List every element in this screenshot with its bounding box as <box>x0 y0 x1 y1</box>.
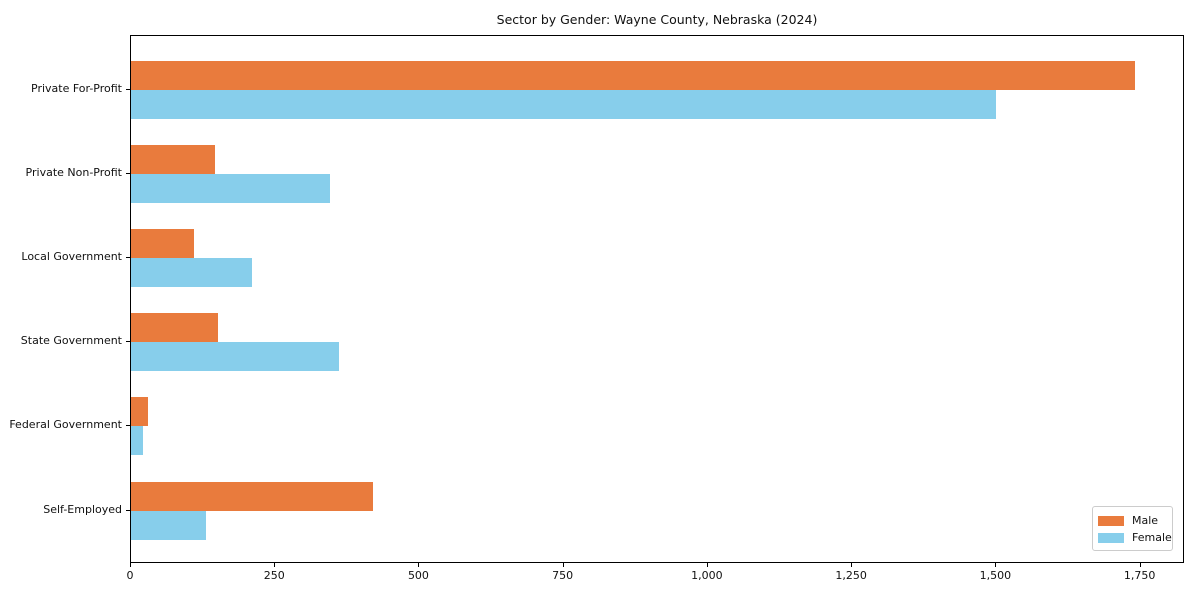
x-tick-mark <box>995 563 997 567</box>
y-tick-mark <box>126 425 130 427</box>
legend: Male Female <box>1092 506 1173 551</box>
bar-female-2 <box>131 257 253 287</box>
y-tick-mark <box>126 256 130 258</box>
y-tick-mark <box>126 172 130 174</box>
legend-label-female: Female <box>1132 531 1172 544</box>
x-tick-label: 1,750 <box>1123 569 1156 582</box>
x-tick-label: 1,250 <box>835 569 867 582</box>
bar-male-1 <box>131 144 215 174</box>
bar-female-0 <box>131 89 997 119</box>
x-tick-mark <box>851 563 853 567</box>
bar-female-1 <box>131 173 331 203</box>
x-tick-label: 750 <box>552 569 574 582</box>
x-tick-label: 250 <box>263 569 285 582</box>
chart-title: Sector by Gender: Wayne County, Nebraska… <box>496 12 818 27</box>
legend-label-male: Male <box>1132 514 1159 527</box>
x-tick-mark <box>562 563 564 567</box>
y-tick-mark <box>126 341 130 343</box>
y-tick-label: Federal Government <box>9 418 122 432</box>
x-tick-mark <box>274 563 276 567</box>
bar-male-0 <box>131 60 1135 90</box>
x-tick-mark <box>1139 563 1141 567</box>
bar-female-3 <box>131 342 339 372</box>
y-tick-label: State Government <box>20 334 122 348</box>
x-tick-mark <box>418 563 420 567</box>
plot-area <box>130 35 1184 563</box>
legend-swatch-male <box>1098 515 1124 526</box>
x-tick-label: 500 <box>407 569 429 582</box>
y-tick-label: Private Non-Profit <box>25 165 122 179</box>
x-tick-label: 0 <box>126 569 134 582</box>
legend-item-female: Female <box>1098 530 1172 546</box>
bar-male-4 <box>131 397 149 427</box>
legend-item-male: Male <box>1098 513 1166 529</box>
bar-female-4 <box>131 426 143 456</box>
bar-female-5 <box>131 510 206 540</box>
x-tick-label: 1,000 <box>691 569 723 582</box>
y-tick-label: Private For-Profit <box>31 81 122 95</box>
x-tick-mark <box>130 563 131 567</box>
y-tick-mark <box>126 88 130 90</box>
bar-male-2 <box>131 228 195 258</box>
bar-male-3 <box>131 313 218 343</box>
bar-male-5 <box>131 481 374 511</box>
y-tick-label: Local Government <box>21 249 122 263</box>
y-tick-mark <box>126 509 130 511</box>
x-tick-label: 1,500 <box>979 569 1012 582</box>
x-tick-mark <box>706 563 708 567</box>
legend-swatch-female <box>1098 532 1124 543</box>
y-tick-label: Self-Employed <box>43 502 122 516</box>
